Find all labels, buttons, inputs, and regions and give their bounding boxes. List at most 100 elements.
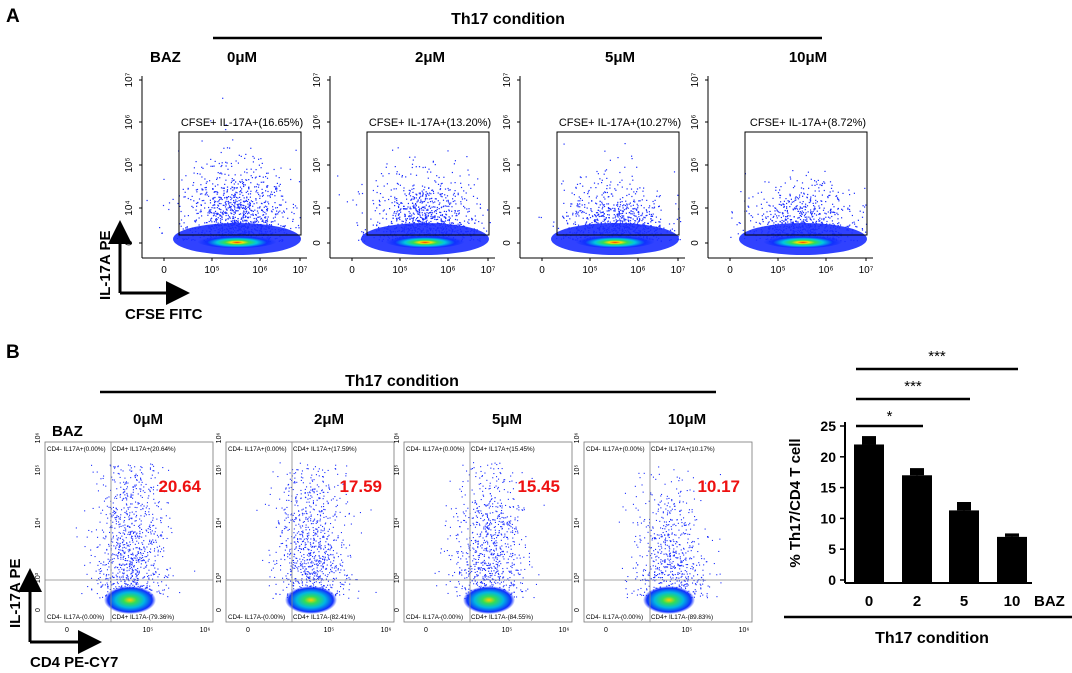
event-dot [608,210,610,212]
event-dot [475,219,477,221]
event-dot [429,212,431,214]
event-dot [247,199,250,201]
event-dot [604,191,606,193]
event-dot [848,189,850,191]
event-dot [230,181,232,184]
event-dot [153,465,155,467]
event-dot [145,587,147,589]
event-dot [106,582,108,584]
event-dot [425,196,427,198]
event-dot [617,203,619,205]
event-dot [447,150,449,152]
event-dot [112,502,114,504]
event-dot [407,202,409,205]
event-dot [832,190,834,192]
event-dot [454,210,456,212]
event-dot [379,201,381,203]
event-dot [246,200,249,203]
event-dot [758,222,761,224]
event-dot [441,214,444,216]
event-dot [222,97,224,99]
event-dot [848,225,850,227]
event-dot [411,217,413,219]
event-dot [406,218,408,220]
event-dot [119,578,121,580]
event-dot [120,525,122,527]
event-dot [233,205,235,207]
event-dot [803,215,806,217]
event-dot [639,187,641,189]
event-dot [191,195,193,197]
event-dot [810,211,812,213]
event-dot [429,201,432,203]
event-dot [149,588,151,590]
event-dot [792,187,795,189]
event-dot [456,215,458,217]
event-dot [131,511,133,513]
event-dot [233,199,235,202]
event-dot [792,208,794,210]
event-dot [449,222,451,224]
event-dot [833,206,835,208]
event-dot [841,208,843,210]
event-dot [237,205,239,207]
event-dot [637,221,639,223]
event-dot [293,556,295,558]
event-dot [135,555,137,557]
y-tick-label: 10⁴ [690,200,701,215]
event-dot [215,191,217,193]
event-dot [648,213,651,215]
event-dot [620,213,622,215]
event-dot [781,222,783,225]
event-dot [763,213,765,215]
event-dot [271,193,273,196]
event-dot [442,206,444,208]
event-dot [449,203,451,205]
event-dot [326,538,328,540]
event-dot [580,210,582,212]
event-dot [650,218,652,220]
event-dot [140,553,142,555]
event-dot [240,217,243,219]
event-dot [217,213,219,215]
event-dot [760,203,762,205]
event-dot [123,546,125,548]
event-dot [126,578,128,580]
event-dot [138,559,140,561]
event-dot [442,223,444,225]
event-dot [257,207,259,209]
event-dot [804,205,806,207]
event-dot [105,485,107,487]
event-dot [247,206,249,208]
event-dot [129,564,131,566]
event-dot [638,200,640,202]
event-dot [130,503,132,505]
event-dot [116,544,118,546]
event-dot [299,586,301,588]
event-dot [624,220,626,222]
event-dot [102,509,104,511]
event-dot [577,200,579,202]
event-dot [848,208,851,211]
event-dot [140,488,142,490]
event-dot [396,219,398,221]
event-dot [130,553,132,555]
event-dot [98,561,100,563]
event-dot [160,522,162,524]
event-dot [128,569,130,571]
event-dot [131,571,133,573]
event-dot [274,220,276,222]
event-dot [133,557,135,559]
event-dot [330,499,332,501]
event-dot [219,215,221,217]
event-dot [250,190,252,192]
event-dot [579,198,582,200]
event-dot [217,217,219,219]
event-dot [323,503,325,505]
event-dot [785,198,787,200]
event-dot [268,224,270,226]
event-dot [428,198,431,200]
y-tick-label: 10⁵ [124,157,135,172]
event-dot [117,537,119,539]
event-dot [169,567,171,569]
